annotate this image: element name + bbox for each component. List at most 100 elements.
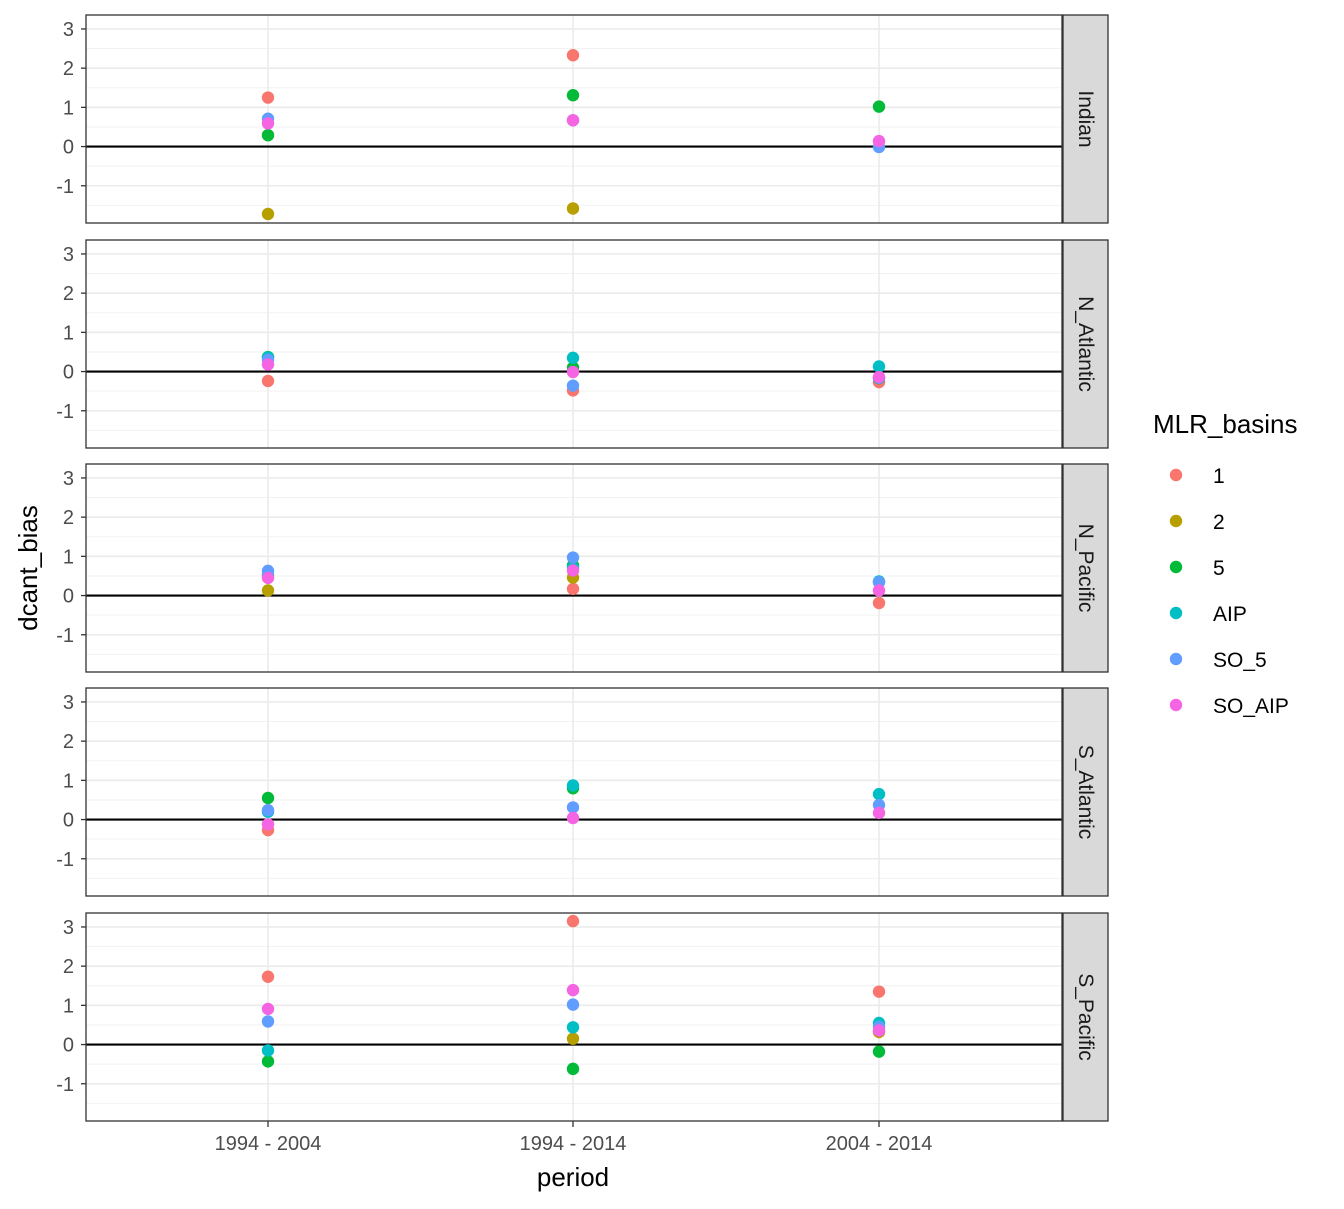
data-point-so-5 (566, 379, 580, 392)
data-point-aip (872, 787, 886, 801)
y-tick-label: 2 (63, 956, 74, 978)
legend-key (1169, 560, 1183, 574)
x-tick-label: 1994 - 2004 (215, 1133, 322, 1155)
data-point-so-aip (566, 365, 580, 379)
legend-title: MLR_basins (1153, 409, 1298, 439)
data-point-5 (261, 791, 275, 805)
y-tick-label: 1 (63, 97, 74, 119)
data-point-so-aip (872, 370, 886, 384)
x-axis: 1994 - 2004 1994 - 2014 2004 - 2014 (215, 1121, 933, 1155)
data-point-so-5 (566, 998, 580, 1011)
data-point-so-aip (261, 571, 275, 585)
legend-item: 1 (1169, 465, 1225, 488)
data-point-aip (566, 351, 580, 365)
x-tick-label: 2004 - 2014 (826, 1133, 933, 1155)
legend-item: AIP (1169, 603, 1247, 626)
y-tick-label: 3 (63, 19, 74, 41)
data-point-1 (872, 596, 886, 610)
data-point-aip (566, 779, 580, 792)
facet-panel-s-atlantic: -1 0 1 2 3 S_Atlantic (56, 687, 1109, 897)
facet-panel-s-pacific: -1 0 1 2 3 S_Pacific (56, 912, 1109, 1122)
facet-panel-indian: -1 0 1 2 3 Indian (56, 14, 1109, 224)
y-tick-label: -1 (56, 176, 74, 198)
panel-border (85, 463, 1063, 673)
legend-key (1169, 652, 1183, 666)
panel-border (85, 239, 1063, 449)
data-point-aip (261, 1044, 275, 1057)
legend-item: 5 (1169, 557, 1225, 580)
data-point-so-aip (566, 811, 580, 825)
data-point-1 (566, 582, 580, 596)
legend-label: AIP (1213, 603, 1247, 626)
facet-strip-label: N_Atlantic (1074, 296, 1097, 392)
facet-strip-label: S_Atlantic (1074, 745, 1097, 840)
data-point-so-aip (872, 134, 886, 148)
data-point-so-5 (566, 801, 580, 814)
legend-label: 2 (1213, 511, 1225, 534)
facet-strip (1062, 14, 1109, 224)
y-tick-label: 0 (63, 137, 74, 159)
legend-label: SO_AIP (1213, 695, 1289, 718)
data-point-so-aip (566, 564, 580, 577)
data-point-2 (261, 584, 275, 597)
panel-border (85, 687, 1063, 897)
y-tick-label: 1 (63, 770, 74, 792)
y-tick-label: 1 (63, 995, 74, 1017)
facet-strip (1062, 463, 1109, 673)
data-point-5 (872, 1045, 886, 1058)
y-tick-label: -1 (56, 1074, 74, 1096)
y-tick-label: 2 (63, 283, 74, 305)
data-point-5 (261, 128, 275, 142)
y-tick-label: 3 (63, 917, 74, 939)
y-tick-label: 1 (63, 322, 74, 344)
data-point-2 (566, 202, 580, 215)
data-point-so-aip (566, 983, 580, 997)
data-point-so-5 (566, 551, 580, 564)
data-point-1 (261, 970, 275, 983)
data-point-5 (872, 100, 886, 113)
y-tick-label: 0 (63, 810, 74, 832)
y-tick-label: 2 (63, 507, 74, 529)
legend-item: 2 (1169, 511, 1225, 534)
y-axis-title: dcant_bias (13, 505, 43, 631)
facet-panel-n-atlantic: -1 0 1 2 3 N_Atlantic (56, 239, 1109, 449)
data-point-aip (566, 1021, 580, 1034)
data-point-2 (566, 1032, 580, 1045)
facet-panel-n-pacific: -1 0 1 2 3 N_Pacific (56, 463, 1109, 673)
data-point-1 (261, 374, 275, 388)
legend-label: 5 (1213, 557, 1225, 580)
data-point-1 (566, 49, 580, 62)
x-tick-label: 1994 - 2014 (520, 1133, 627, 1155)
panel-border (85, 14, 1063, 224)
data-point-so-5 (261, 1015, 275, 1028)
x-axis-title: period (537, 1162, 609, 1192)
data-point-so-aip (261, 117, 275, 130)
y-tick-label: 0 (63, 362, 74, 384)
y-tick-label: 2 (63, 58, 74, 80)
data-point-so-aip (872, 584, 886, 597)
legend: MLR_basins 1 2 5 AIP SO_5 SO_AIP (1153, 409, 1298, 718)
y-tick-label: 3 (63, 468, 74, 490)
facet-strip-label: N_Pacific (1074, 524, 1097, 613)
data-point-so-aip (261, 358, 275, 371)
data-point-1 (872, 985, 886, 998)
facet-strip-label: Indian (1074, 90, 1097, 147)
y-tick-label: 3 (63, 244, 74, 266)
y-tick-label: 0 (63, 586, 74, 608)
panel-border (85, 912, 1063, 1122)
facet-strip (1062, 239, 1109, 449)
facet-strip (1062, 687, 1109, 897)
data-point-5 (261, 1055, 275, 1068)
panel-background (86, 913, 1062, 1121)
legend-key (1169, 606, 1183, 620)
data-point-so-5 (261, 803, 275, 817)
facet-strip (1062, 912, 1109, 1122)
facet-strip-label: S_Pacific (1074, 973, 1097, 1061)
legend-item: SO_AIP (1169, 695, 1289, 718)
data-point-1 (261, 91, 275, 104)
data-point-so-aip (261, 818, 275, 831)
data-point-5 (566, 89, 580, 102)
data-point-so-aip (261, 1002, 275, 1016)
